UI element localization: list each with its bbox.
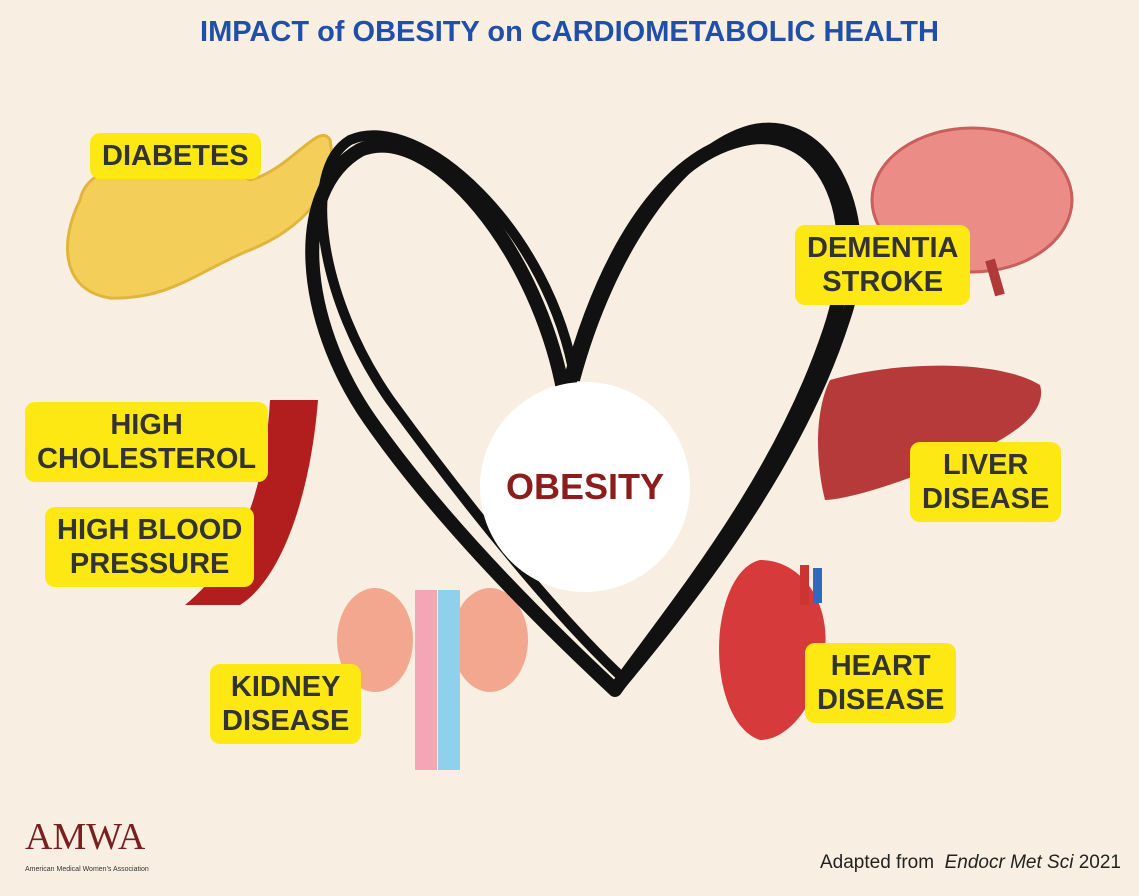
condition-line: HIGH BLOOD <box>57 514 243 546</box>
condition: KIDNEY DISEASE <box>210 664 362 744</box>
center-label: OBESITY <box>480 382 690 592</box>
source-year: 2021 <box>1078 852 1121 873</box>
condition-line: STROKE <box>822 266 944 298</box>
condition-line: DISEASE <box>817 684 945 716</box>
source: Adapted from Endocr Met Sci 2021 <box>820 852 1121 874</box>
condition-line: DIABETES <box>102 140 249 172</box>
logo: AMWA <box>25 816 146 858</box>
condition-line: DISEASE <box>222 705 350 737</box>
condition-line: CHOLESTEROL <box>37 443 257 475</box>
condition-line: DISEASE <box>922 483 1050 515</box>
condition-line: LIVER <box>942 449 1029 481</box>
condition: DEMENTIA STROKE <box>795 225 971 305</box>
condition: HEART DISEASE <box>805 643 957 723</box>
logo-subtitle: American Medical Women's Association <box>25 866 149 873</box>
condition-line: KIDNEY <box>230 671 341 703</box>
condition: HIGH BLOOD PRESSURE <box>45 507 255 587</box>
source-journal: Endocr Met Sci <box>944 852 1074 873</box>
condition-line: DEMENTIA <box>807 232 959 264</box>
condition: HIGH CHOLESTEROL <box>25 402 269 482</box>
condition: DIABETES <box>90 133 261 179</box>
condition-line: HIGH <box>110 409 183 441</box>
title: IMPACT of OBESITY on CARDIOMETABOLIC HEA… <box>200 16 939 48</box>
source-prefix: Adapted from <box>819 852 935 873</box>
condition-line: HEART <box>830 650 931 682</box>
condition-line: PRESSURE <box>69 548 230 580</box>
condition: LIVER DISEASE <box>910 442 1062 522</box>
